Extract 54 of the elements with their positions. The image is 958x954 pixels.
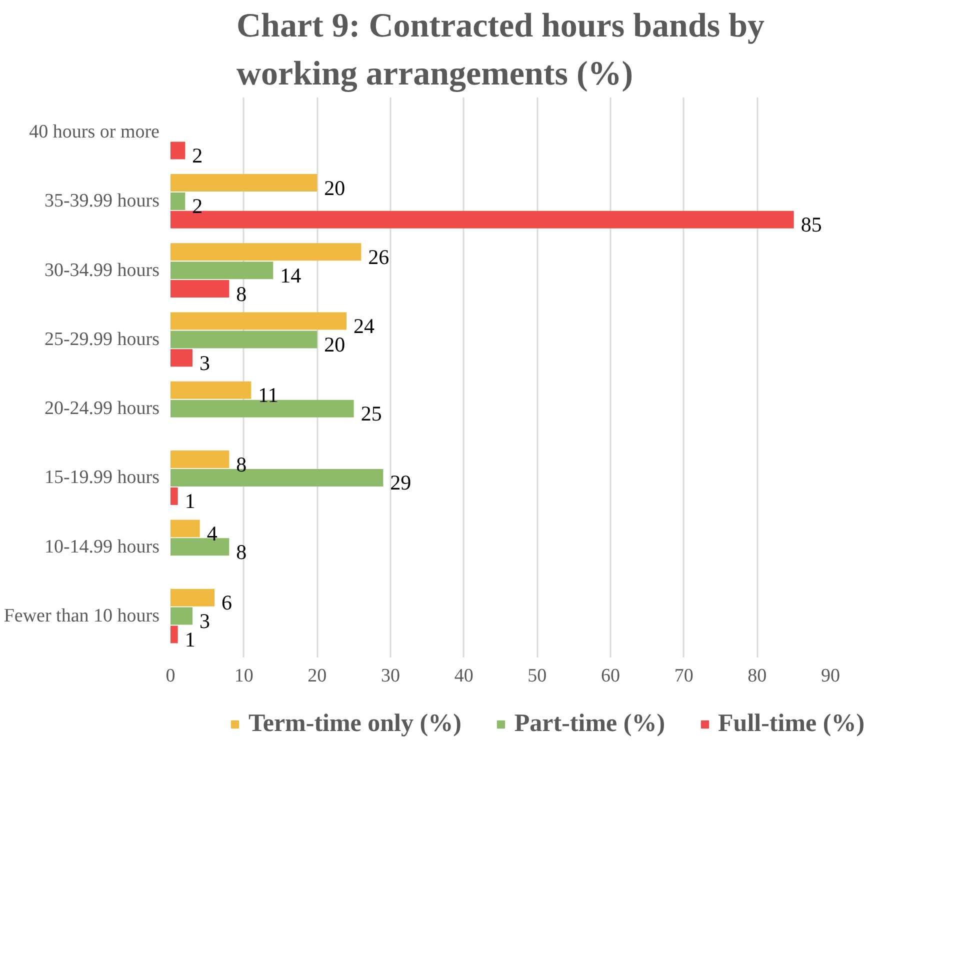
y-tick-label: 35-39.99 hours	[44, 190, 160, 212]
data-label: 85	[800, 212, 822, 237]
y-tick-label: 30-34.99 hours	[44, 260, 160, 281]
legend-label: Term-time only (%)	[248, 710, 462, 738]
bar	[170, 192, 186, 210]
legend-label: Full-time (%)	[718, 710, 865, 738]
data-label: 26	[368, 244, 390, 269]
legend-label: Part-time (%)	[514, 710, 666, 738]
data-label: 1	[184, 627, 196, 652]
data-label: 8	[236, 282, 247, 306]
bar	[170, 626, 178, 644]
bar	[170, 381, 252, 399]
data-label: 20	[324, 332, 346, 356]
bar	[170, 280, 230, 298]
x-tick-label: 30	[381, 666, 400, 686]
data-label: 25	[360, 402, 382, 426]
x-tick-label: 90	[821, 666, 840, 686]
data-label: 24	[354, 314, 375, 338]
bar	[170, 588, 214, 606]
data-label: 3	[200, 609, 210, 634]
bar	[170, 487, 178, 505]
x-tick-label: 80	[748, 666, 767, 686]
x-tick-label: 60	[601, 666, 620, 686]
x-tick-label: 20	[308, 666, 327, 686]
bar	[170, 607, 192, 625]
data-label: 6	[222, 590, 232, 615]
bar	[170, 243, 362, 261]
y-tick-label: 10-14.99 hours	[44, 536, 160, 558]
x-tick-label: 50	[528, 666, 547, 686]
bar	[170, 330, 318, 348]
data-label: 1	[184, 489, 196, 514]
bar	[170, 142, 186, 160]
y-tick-label: 20-24.99 hours	[44, 398, 160, 420]
y-tick-label: 15-19.99 hours	[44, 467, 160, 488]
x-tick-label: 0	[166, 666, 176, 686]
x-tick-label: 70	[674, 666, 694, 686]
y-tick-label: 25-29.99 hours	[44, 328, 160, 350]
x-tick-label: 10	[234, 666, 254, 686]
data-label: 2	[192, 144, 203, 168]
bar	[170, 262, 274, 280]
data-label: 3	[200, 350, 210, 375]
bar	[170, 520, 200, 538]
x-tick-label: 40	[454, 666, 474, 686]
y-tick-label: 40 hours or more	[29, 122, 160, 143]
y-tick-label: Fewer than 10 hours	[4, 606, 160, 627]
data-label: 29	[390, 470, 412, 495]
chart-title: Chart 9: Contracted hours bands by working arrangements (%)	[236, 7, 764, 92]
data-label: 20	[324, 176, 346, 200]
data-label: 8	[236, 540, 247, 564]
bar	[170, 312, 346, 330]
data-label: 14	[280, 263, 302, 288]
bar	[170, 174, 318, 192]
bar	[170, 349, 192, 367]
bar	[170, 450, 230, 468]
